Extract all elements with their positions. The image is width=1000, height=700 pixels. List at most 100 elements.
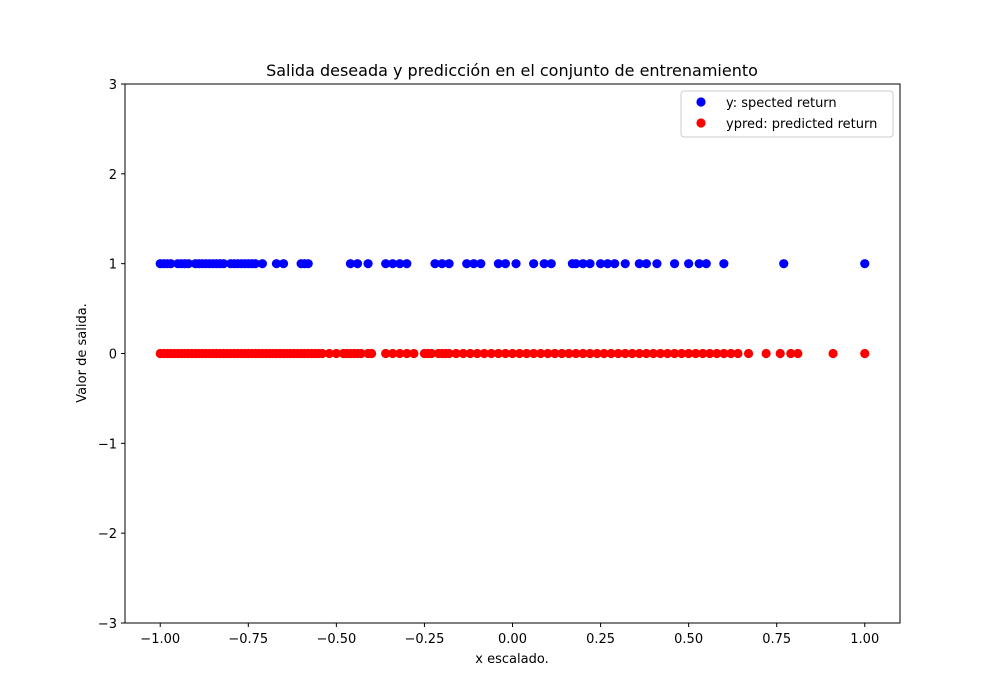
data-point [381, 259, 391, 269]
data-point [606, 348, 616, 359]
legend-label: y: spected return [726, 96, 837, 111]
data-point [366, 348, 377, 359]
data-point [462, 259, 472, 269]
data-point [599, 348, 609, 359]
data-point [550, 348, 560, 359]
data-point [493, 259, 504, 269]
legend-marker [696, 97, 706, 107]
legend-box [680, 90, 894, 138]
data-point [507, 348, 518, 359]
data-point [521, 348, 532, 359]
y-tick-label: 1 [109, 258, 117, 273]
data-point [684, 259, 694, 269]
data-point [684, 348, 694, 359]
data-point [641, 348, 651, 359]
y-tick-label: 0 [109, 348, 117, 363]
chart-title: Salida deseada y predicción en el conjun… [266, 61, 758, 80]
data-point [500, 348, 511, 359]
x-axis-label: x escalado. [475, 652, 548, 667]
data-point [585, 259, 595, 269]
data-point [726, 348, 736, 359]
data-point [610, 259, 620, 269]
y-tick-label: −2 [98, 527, 117, 542]
data-point [669, 348, 680, 359]
data-point [529, 348, 539, 359]
data-point [595, 259, 606, 269]
data-point [324, 348, 334, 359]
data-point [613, 348, 623, 359]
data-point [402, 259, 412, 269]
data-point [331, 348, 341, 359]
data-point [578, 259, 588, 269]
x-tick-label: 0.50 [674, 632, 703, 647]
data-point [592, 348, 602, 359]
data-point [465, 348, 475, 359]
data-point [271, 259, 282, 269]
data-point [444, 259, 454, 269]
x-tick-label: 1.00 [850, 632, 879, 647]
data-point [652, 259, 662, 269]
x-tick-label: −0.75 [228, 632, 268, 647]
data-point [381, 348, 391, 359]
data-point [257, 259, 267, 269]
data-point [539, 259, 549, 269]
data-point [571, 259, 581, 269]
data-point [634, 259, 644, 269]
data-point [546, 259, 556, 269]
data-point [743, 348, 754, 359]
data-point [669, 259, 680, 269]
data-point [634, 348, 644, 359]
data-point [469, 259, 479, 269]
data-point [352, 259, 363, 269]
data-point [662, 348, 673, 359]
data-point [694, 259, 704, 269]
data-point [451, 348, 461, 359]
series-1 [155, 259, 870, 269]
data-point [775, 348, 785, 359]
x-tick-label: 0.00 [498, 632, 527, 647]
data-point [529, 259, 539, 269]
data-point [317, 348, 327, 359]
data-point [705, 348, 715, 359]
data-point [733, 348, 743, 359]
data-point [219, 259, 229, 269]
data-point [585, 348, 595, 359]
data-point [356, 348, 366, 359]
data-point [500, 259, 511, 269]
x-tick-label: −1.00 [140, 632, 180, 647]
data-point [719, 348, 729, 359]
data-point [476, 259, 486, 269]
data-point [536, 348, 546, 359]
data-point [828, 348, 838, 359]
data-point [779, 259, 789, 269]
data-point [655, 348, 666, 359]
data-point [701, 259, 711, 269]
data-point [388, 348, 398, 359]
data-point [860, 348, 870, 359]
data-point [627, 348, 637, 359]
data-point [571, 348, 581, 359]
data-point [486, 348, 496, 359]
data-point [493, 348, 504, 359]
data-point [676, 348, 687, 359]
data-point [395, 348, 405, 359]
data-point [388, 259, 398, 269]
data-point [603, 259, 613, 269]
data-point [250, 259, 260, 269]
data-point [793, 348, 803, 359]
data-point [278, 259, 289, 269]
data-point [514, 348, 525, 359]
legend-label: ypred: predicted return [726, 117, 877, 132]
x-axis: −1.00 −0.75 −0.50 −0.25 0.00 0.25 0.50 0.75 1.00 [140, 623, 879, 647]
data-point [430, 259, 440, 269]
data-point [511, 259, 521, 269]
data-point [444, 348, 454, 359]
data-point [472, 348, 482, 359]
y-tick-label: −1 [98, 437, 117, 452]
data-point [698, 348, 708, 359]
y-tick-label: −3 [98, 617, 117, 632]
data-point [458, 348, 468, 359]
y-tick-label: 2 [109, 168, 117, 183]
y-axis-label: Valor de salida. [75, 303, 90, 403]
